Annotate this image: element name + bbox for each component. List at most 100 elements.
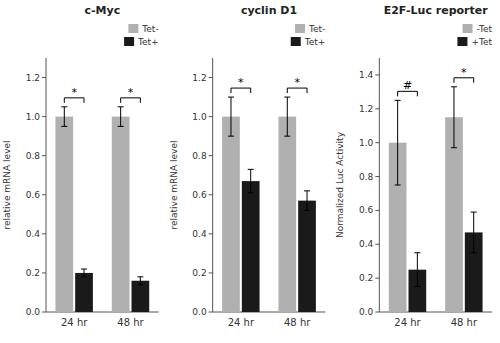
y-tick	[375, 176, 379, 177]
error-bar	[118, 107, 124, 127]
annotation: *	[71, 86, 77, 99]
y-tick-label: 0.8	[359, 172, 374, 182]
y-tick-label: 1.0	[192, 112, 207, 122]
y-tick-label: 0.4	[26, 229, 41, 239]
y-tick-label: 1.2	[359, 104, 373, 114]
y-tick	[42, 116, 46, 117]
error-bar	[248, 169, 254, 192]
y-tick-label: 0.6	[26, 190, 41, 200]
y-tick	[42, 312, 46, 313]
y-tick-label: 0.4	[359, 239, 374, 249]
y-tick-label: 0.2	[359, 273, 373, 283]
annotation: *	[128, 86, 134, 99]
y-tick-label: 1.2	[192, 73, 206, 83]
y-tick-label: 0.6	[359, 205, 374, 215]
annotation: *	[461, 66, 467, 79]
y-tick	[42, 233, 46, 234]
annotation: *	[294, 76, 300, 89]
chart-title: c-Myc	[84, 4, 120, 17]
y-tick	[375, 278, 379, 279]
y-tick	[209, 194, 213, 195]
chart-title: E2F-Luc reporter	[384, 4, 489, 17]
legend-label: Tet-	[141, 24, 158, 34]
legend-swatch	[291, 37, 301, 46]
legend-label: Tet-	[308, 24, 325, 34]
y-tick	[375, 74, 379, 75]
y-tick	[42, 77, 46, 78]
legend-label: +Tet	[471, 37, 492, 47]
y-tick-label: 0.0	[192, 307, 207, 317]
legend-swatch	[128, 24, 138, 33]
y-tick-label: 0.0	[359, 307, 374, 317]
bar	[75, 273, 93, 312]
chart-title: cyclin D1	[241, 4, 297, 17]
y-tick	[375, 210, 379, 211]
panel: cyclin D1 relative mRNA level 0.0 0.2 0.4 0.6…	[169, 4, 326, 328]
bar	[298, 201, 316, 312]
legend-swatch	[457, 37, 467, 46]
y-tick	[375, 312, 379, 313]
legend-label: Tet+	[137, 37, 159, 47]
y-axis-label: relative mRNA level	[2, 141, 12, 230]
error-bar	[81, 269, 87, 277]
x-tick-label: 24 hr	[61, 317, 88, 328]
marks	[222, 97, 316, 312]
legend: Tet- Tet+	[124, 24, 159, 47]
y-tick-label: 1.0	[26, 112, 41, 122]
y-tick-label: 0.2	[192, 268, 206, 278]
x-tick-label: 48 hr	[284, 317, 311, 328]
y-tick-label: 0.6	[192, 190, 207, 200]
y-tick-label: 1.4	[359, 70, 374, 80]
legend: -Tet +Tet	[457, 24, 492, 47]
panel: c-Mycrelative mRNA level0.00.20.40.60.81…	[2, 4, 159, 328]
y-tick	[209, 233, 213, 234]
legend-swatch	[124, 37, 134, 46]
bar	[242, 181, 260, 312]
legend-swatch	[463, 24, 473, 33]
y-axis-label: relative mRNA level	[169, 141, 179, 230]
y-tick-label: 0.4	[192, 229, 207, 239]
legend-label: Tet+	[304, 37, 326, 47]
y-tick-label: 1.0	[359, 138, 374, 148]
bar	[55, 117, 73, 312]
x-tick-label: 48 hr	[117, 317, 144, 328]
marks	[55, 107, 149, 312]
error-bar	[228, 97, 234, 136]
error-bar	[137, 277, 143, 285]
y-tick-label: 0.8	[192, 151, 207, 161]
y-tick	[42, 155, 46, 156]
x-tick-label: 24 hr	[228, 317, 255, 328]
x-tick-label: 48 hr	[451, 317, 478, 328]
y-tick	[209, 155, 213, 156]
bar	[112, 117, 130, 312]
error-bar	[395, 100, 401, 185]
y-tick	[209, 272, 213, 273]
y-tick-label: 0.2	[26, 268, 40, 278]
error-bar	[61, 107, 67, 127]
error-bar	[284, 97, 290, 136]
error-bar	[414, 253, 420, 287]
y-tick	[209, 116, 213, 117]
y-tick	[42, 194, 46, 195]
annotation: #	[403, 79, 412, 92]
y-axis	[379, 58, 380, 312]
y-tick-label: 0.0	[26, 307, 41, 317]
x-tick-label: 24 hr	[394, 317, 421, 328]
legend: Tet- Tet+	[291, 24, 326, 47]
error-bar	[304, 191, 310, 211]
y-tick	[209, 312, 213, 313]
y-axis	[212, 58, 213, 312]
bar	[222, 117, 240, 312]
y-tick-label: 1.2	[26, 73, 40, 83]
panel: E2F-Luc reporterNormalized Luc Activity0…	[335, 4, 492, 328]
figure: c-Myc relative mRNA level 0.0 0.2 0.4 0.6 0.8 1…	[0, 0, 500, 343]
legend-label: -Tet	[477, 24, 493, 34]
y-tick	[375, 142, 379, 143]
bar	[278, 117, 296, 312]
y-tick	[375, 108, 379, 109]
annotation: *	[238, 76, 244, 89]
y-tick	[42, 272, 46, 273]
error-bar	[471, 212, 477, 253]
legend-swatch	[295, 24, 305, 33]
marks	[389, 87, 483, 312]
